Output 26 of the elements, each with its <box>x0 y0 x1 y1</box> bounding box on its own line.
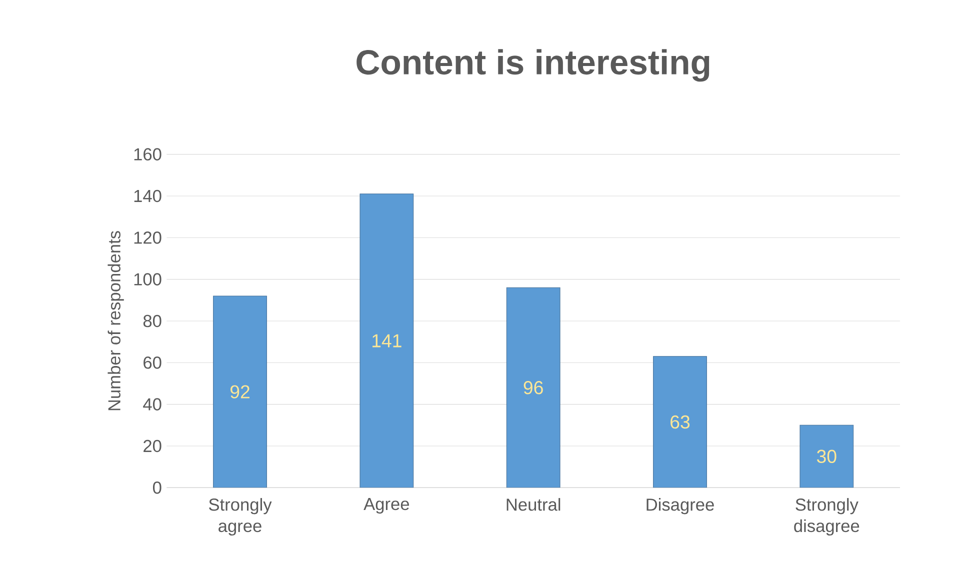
y-tick-label: 140 <box>134 190 162 202</box>
y-tick-label: 160 <box>134 148 162 160</box>
data-label: 141 <box>372 334 402 348</box>
x-tick-label: Strongly agree <box>209 498 272 536</box>
y-tick-label: 0 <box>152 482 162 494</box>
data-label: 92 <box>230 385 250 398</box>
x-tick-label: Disagree <box>646 498 714 514</box>
x-tick-label: Neutral <box>506 498 560 511</box>
data-label: 30 <box>816 450 836 464</box>
data-label: 96 <box>524 381 543 394</box>
y-tick-label: 120 <box>134 232 162 244</box>
chart-title: Content is interesting <box>356 49 710 82</box>
bar <box>213 296 267 488</box>
y-tick-label: 60 <box>144 356 162 369</box>
bar <box>653 356 707 488</box>
y-tick-label: 40 <box>143 398 162 410</box>
y-tick-label: 80 <box>143 314 162 328</box>
bar <box>360 194 414 488</box>
x-tick-label: Strongly disagree <box>794 498 860 536</box>
bar <box>506 287 560 488</box>
y-tick-label: 100 <box>134 273 162 286</box>
x-tick-label: Agree <box>364 498 410 514</box>
bar <box>800 424 854 488</box>
y-tick-label: 20 <box>144 440 162 452</box>
data-label: 63 <box>670 415 690 429</box>
y-axis-title: Number of respondents <box>108 231 124 410</box>
